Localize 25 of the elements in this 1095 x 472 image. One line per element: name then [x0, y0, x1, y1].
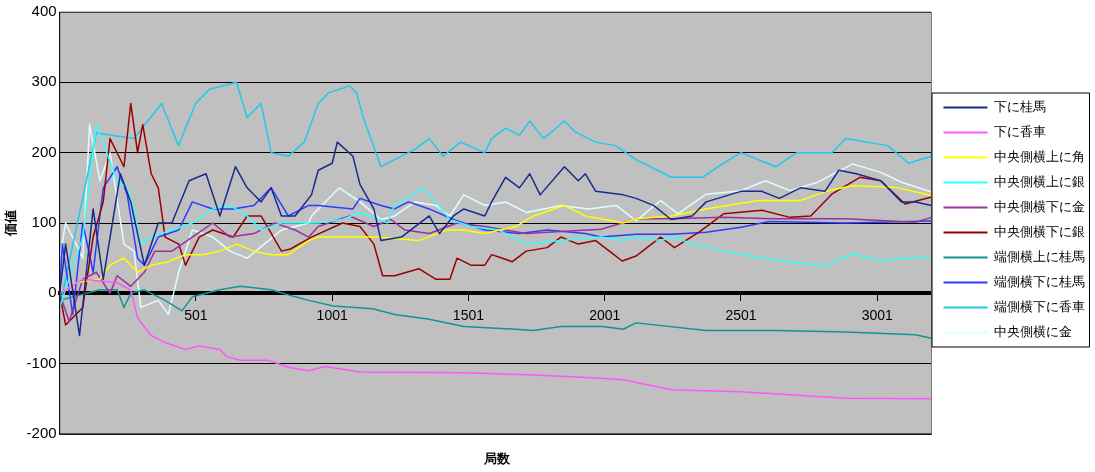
legend-label: 下に桂馬 [994, 99, 1046, 115]
y-axis-title: 価値 [3, 210, 19, 237]
legend-label: 中央側横上に銀 [994, 174, 1085, 190]
legend-label: 端側横下に桂馬 [994, 274, 1085, 290]
legend-label: 端側横上に桂馬 [994, 249, 1085, 265]
x-tick-label: 1001 [316, 306, 348, 323]
y-tick-label: 400 [31, 2, 57, 20]
legend-label: 中央側横に金 [994, 324, 1072, 340]
legend-label: 中央側横上に角 [994, 149, 1085, 165]
legend-label: 中央側横下に金 [994, 199, 1085, 215]
legend-label: 端側横下に香車 [994, 299, 1085, 315]
x-tick-label: 2501 [725, 306, 757, 323]
x-tick-label: 3001 [861, 306, 894, 323]
legend-label: 下に香車 [994, 124, 1046, 140]
y-tick-label: -200 [26, 424, 57, 442]
x-tick-label: 1501 [452, 306, 485, 323]
x-tick-label: 2001 [589, 306, 621, 323]
legend-label: 中央側横下に銀 [994, 224, 1085, 240]
y-tick-label: 0 [48, 283, 57, 301]
y-tick-label: -100 [26, 353, 57, 371]
x-axis-title: 局数 [483, 450, 511, 468]
x-tick-label: 501 [184, 306, 208, 323]
y-tick-label: 200 [31, 142, 57, 160]
y-tick-label: 300 [31, 72, 57, 90]
y-tick-label: 100 [31, 213, 57, 231]
